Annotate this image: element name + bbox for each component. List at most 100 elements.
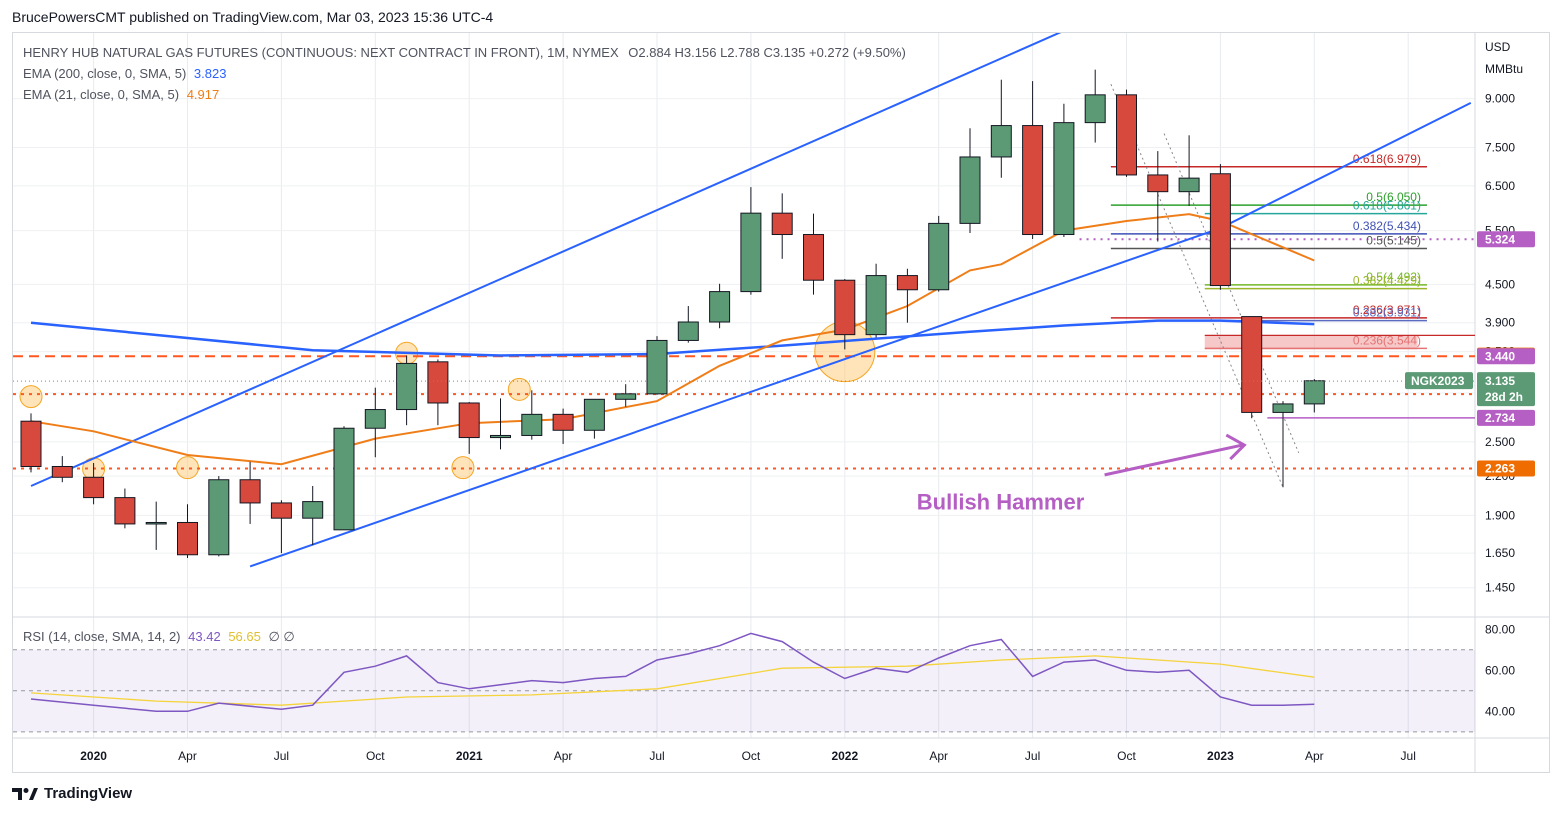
candle-body[interactable] (1116, 94, 1137, 176)
symbol-tag-label: NGK2023 (1411, 374, 1465, 388)
ema200-label: EMA (200, close, 0, SMA, 5) (23, 66, 187, 81)
price-axis-unit-2: MMBtu (1485, 62, 1523, 76)
time-tick-label: 2022 (831, 749, 858, 763)
publisher-line: BrucePowersCMT published on TradingView.… (12, 9, 494, 25)
candle-body[interactable] (208, 479, 230, 556)
ema21-label: EMA (21, close, 0, SMA, 5) (23, 87, 180, 102)
candle-body[interactable] (740, 212, 762, 293)
fib-level-label: 0.618(6.979) (1353, 152, 1421, 166)
candle-body[interactable] (928, 222, 950, 291)
countdown-label: 28d 2h (1485, 390, 1523, 404)
rsi-line (30, 632, 1315, 713)
candle-body[interactable] (364, 409, 386, 429)
candle-body[interactable] (1272, 403, 1294, 413)
decline-trendline (1110, 84, 1284, 488)
candle-body[interactable] (990, 125, 1012, 158)
candle-body[interactable] (771, 212, 793, 236)
candle-body[interactable] (709, 291, 731, 323)
tradingview-logo-icon (12, 787, 38, 800)
current-price-tag (1477, 372, 1535, 407)
time-tick-label: 2023 (1207, 749, 1234, 763)
candle-body[interactable] (834, 279, 856, 336)
fib-level-label: 0.236(3.544) (1353, 333, 1421, 347)
candle-body[interactable] (1053, 122, 1075, 236)
candle-body[interactable] (20, 420, 42, 467)
candle-body[interactable] (959, 156, 981, 224)
rsi-tick-label: 40.00 (1485, 704, 1515, 718)
fib-level-label: 0.618(5.861) (1353, 199, 1421, 213)
highlight-circle (176, 456, 199, 480)
price-tag (1477, 409, 1535, 426)
candle-body[interactable] (1241, 316, 1263, 413)
annotation-arrow-shaft (1104, 443, 1243, 477)
symbol-tag (1405, 372, 1473, 390)
candle-body[interactable] (1147, 174, 1169, 193)
fib-level-label: 0.5(4.492) (1366, 270, 1421, 284)
legend-ohlc: O2.884 H3.156 L2.788 C3.135 +0.272 (+9.5… (628, 45, 906, 60)
candle-body[interactable] (677, 321, 699, 341)
price-tag-label: 5.324 (1485, 232, 1515, 246)
candle-body[interactable] (490, 434, 511, 439)
time-tick-label: Oct (742, 749, 761, 763)
price-axis-unit: USD (1485, 40, 1511, 54)
time-tick-label: Jul (1025, 749, 1040, 763)
candle-body[interactable] (458, 402, 480, 439)
time-tick-label: Jul (649, 749, 664, 763)
candle-body[interactable] (427, 361, 449, 404)
time-tick-label: Oct (366, 749, 385, 763)
fib-level-label: 0.5(6.050) (1366, 190, 1421, 204)
candle-body[interactable] (114, 497, 136, 525)
candle-body[interactable] (1209, 173, 1231, 287)
candle-body[interactable] (865, 275, 887, 336)
price-tag-label: 3.440 (1485, 349, 1515, 363)
candle-body[interactable] (552, 413, 574, 431)
candle-body[interactable] (1178, 177, 1200, 193)
candle-body[interactable] (1303, 380, 1325, 405)
time-tick-label: Jul (1401, 749, 1416, 763)
price-tick-label: 1.650 (1485, 546, 1515, 560)
candle-body[interactable] (51, 465, 73, 478)
candle-body[interactable] (83, 476, 105, 499)
rsi-tick-label: 60.00 (1485, 663, 1515, 677)
current-price-label: 3.135 (1485, 374, 1515, 388)
price-tag-label: 2.734 (1485, 411, 1515, 425)
candle-body[interactable] (803, 234, 824, 281)
chart-svg[interactable]: 0.618(6.979) 0.5(6.050)0.618(5.861) 0.382(… (13, 33, 1549, 772)
price-tick-label: 2.500 (1485, 435, 1515, 449)
price-tag (1477, 231, 1535, 248)
candle-body[interactable] (615, 393, 637, 400)
candle-body[interactable] (396, 362, 418, 411)
fib-level-label: 0.5(5.145) (1366, 233, 1421, 247)
candle-body[interactable] (1022, 125, 1044, 236)
candle-body[interactable] (145, 521, 167, 525)
legend-rsi: RSI (14, close, SMA, 14, 2) 43.42 56.65 … (23, 629, 295, 645)
time-tick-label: 2020 (80, 749, 107, 763)
price-tag-label: 2.263 (1485, 462, 1515, 476)
highlight-circle (19, 385, 43, 409)
channel-upper-line (30, 33, 1062, 487)
ema200-line (30, 319, 1315, 357)
candle-body[interactable] (333, 427, 355, 531)
candle-body[interactable] (583, 398, 605, 431)
legend-title: HENRY HUB NATURAL GAS FUTURES (CONTINUOU… (23, 45, 619, 60)
candle-body[interactable] (1084, 94, 1106, 124)
candle-body[interactable] (239, 479, 261, 504)
chart-frame[interactable]: 0.618(6.979) 0.5(6.050) 0.618(5.861) 0.382(… (12, 32, 1550, 773)
time-tick-label: Apr (1305, 749, 1324, 763)
candle-body[interactable] (521, 413, 543, 436)
legend-ema200: EMA (200, close, 0, SMA, 5) 3.823 (23, 66, 226, 81)
annotation-text: Bullish Hammer (917, 490, 1085, 515)
candle-body[interactable] (302, 501, 324, 519)
rsi-ma-value: 56.65 (228, 629, 261, 644)
price-tick-label: 9.000 (1485, 92, 1515, 106)
price-tick-label: 4.500 (1485, 277, 1515, 291)
candle-body[interactable] (270, 502, 292, 519)
rsi-extra: ∅ ∅ (268, 629, 295, 644)
price-tick-label: 1.900 (1485, 508, 1515, 522)
candle-body[interactable] (896, 275, 918, 291)
candle-body[interactable] (177, 521, 198, 556)
candle-body[interactable] (646, 339, 668, 395)
price-tag (1477, 348, 1535, 365)
fib-level-label: 0.382(5.434) (1353, 219, 1421, 233)
rsi-ma-line (30, 655, 1315, 706)
